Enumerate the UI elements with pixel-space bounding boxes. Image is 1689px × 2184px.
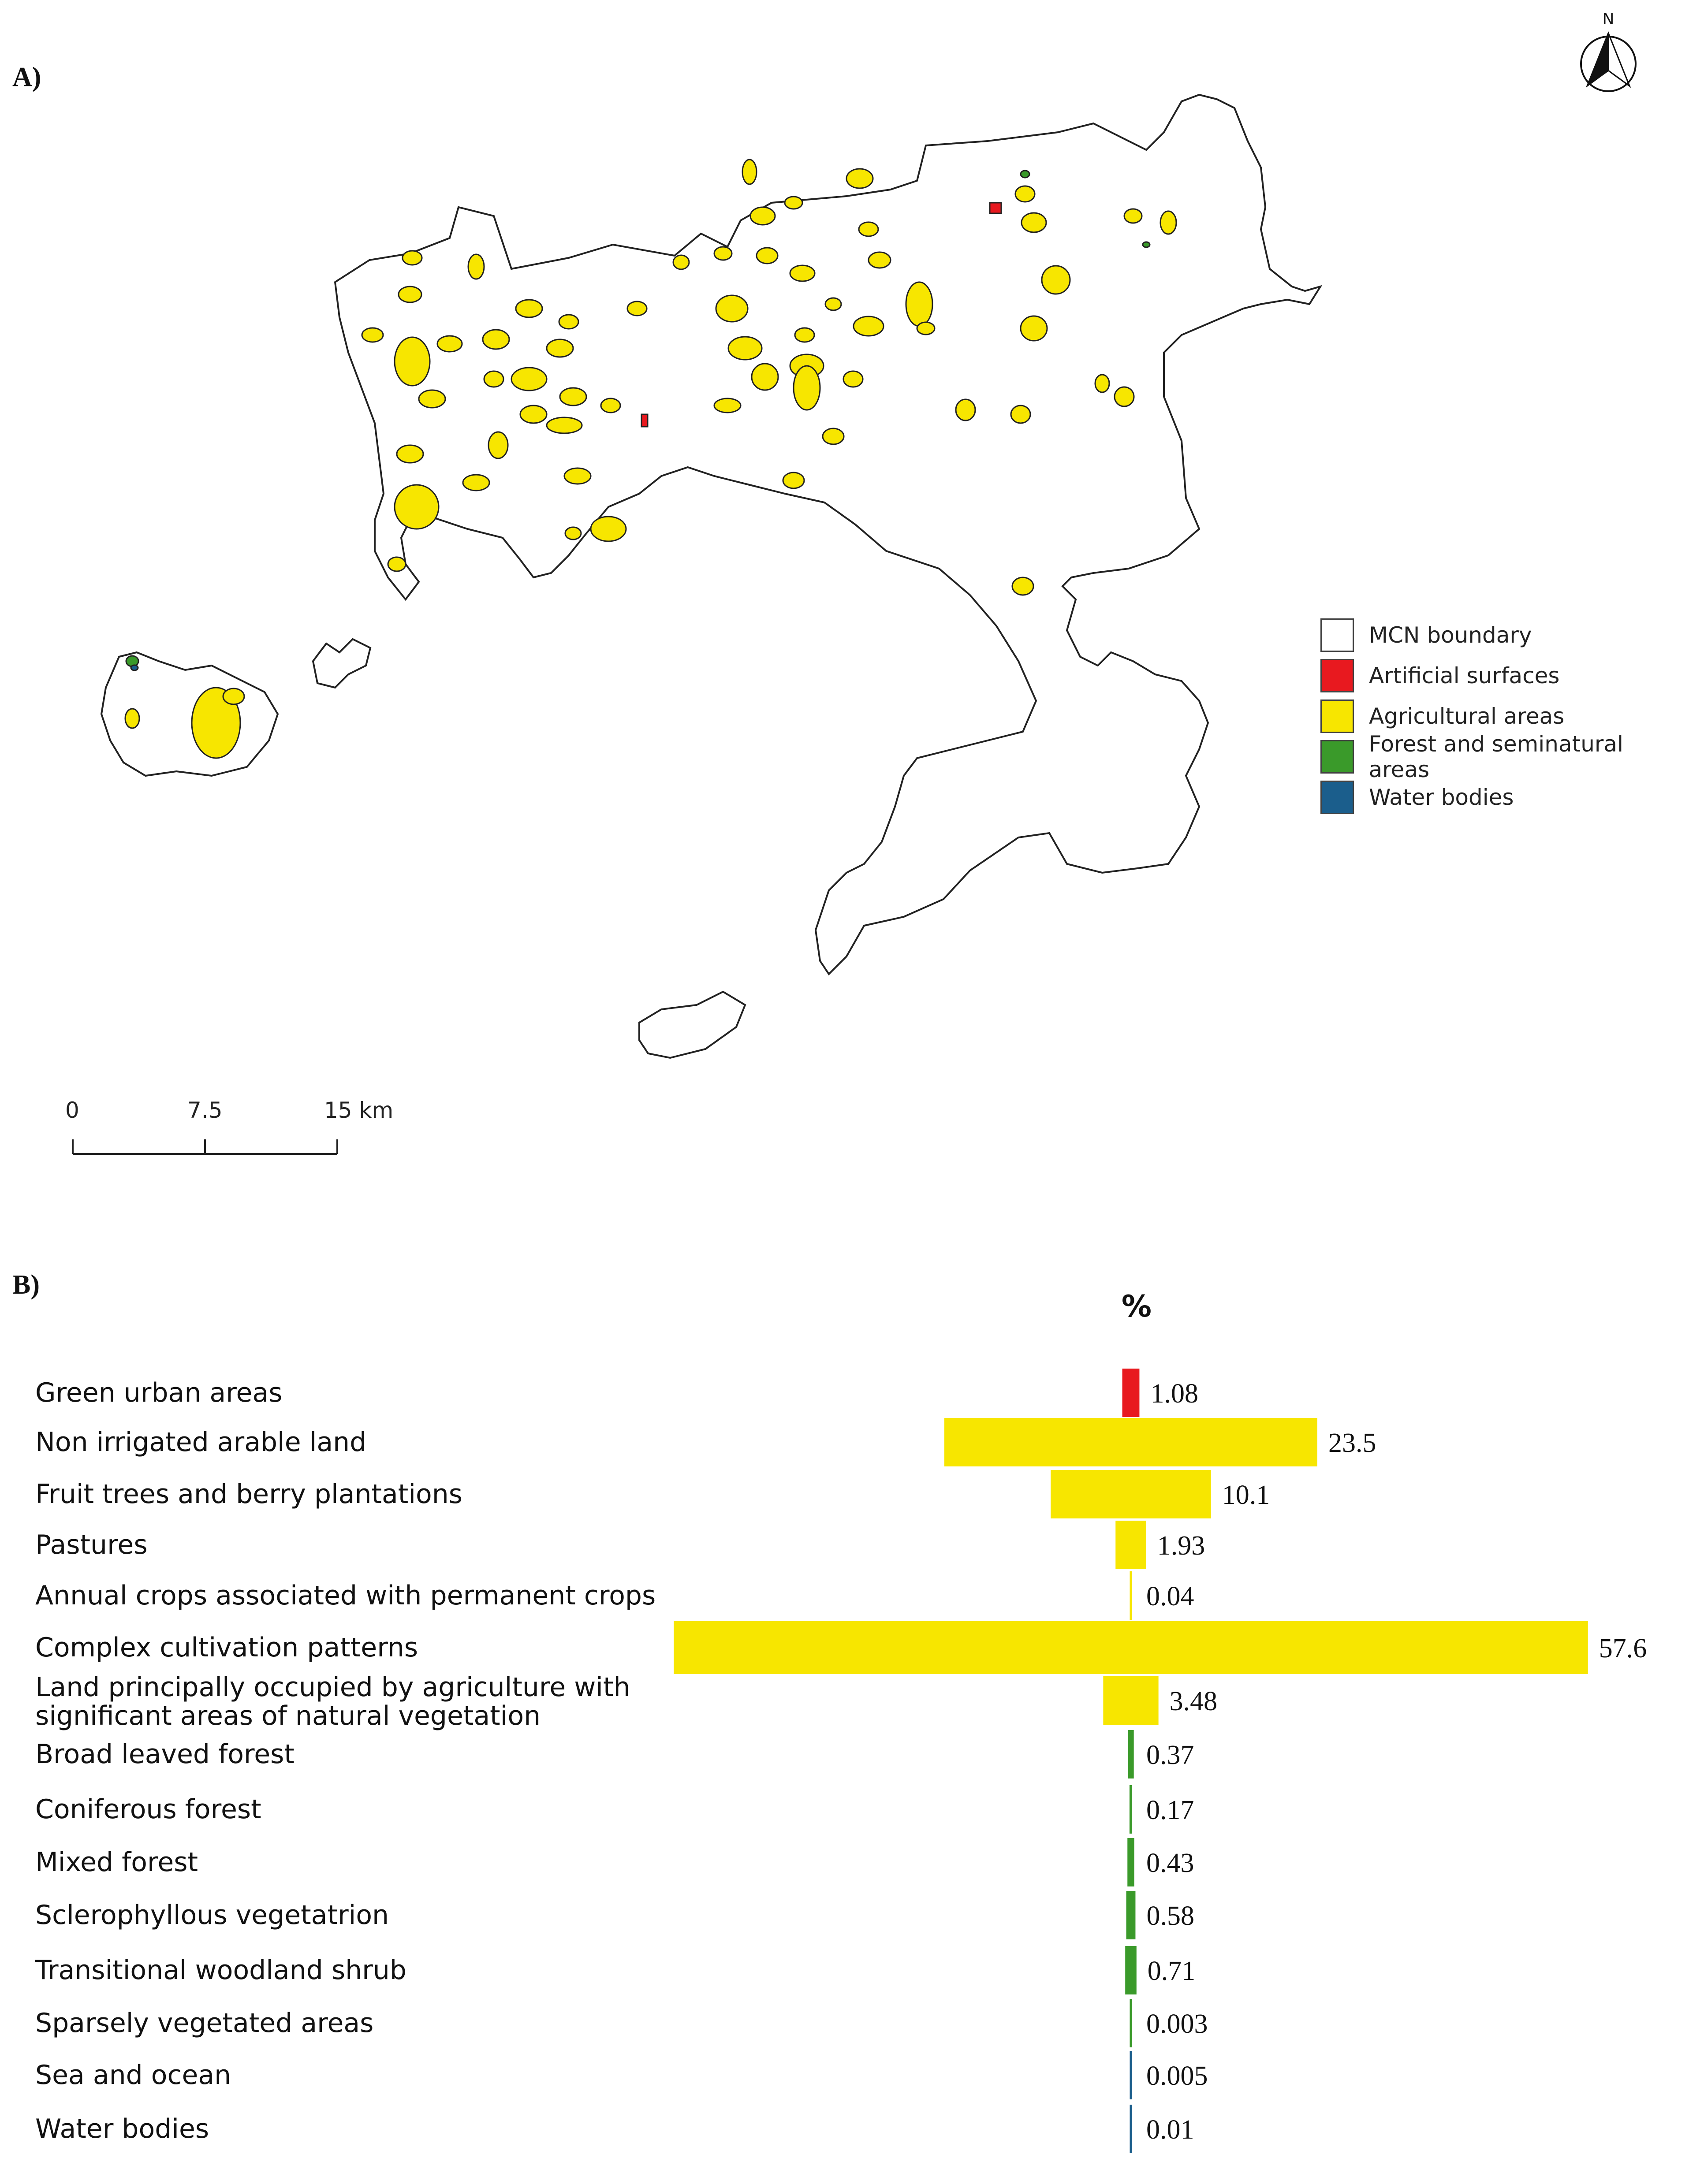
category-label: Sparsely vegetated areas [35,2008,373,2039]
north-label: N [1603,10,1614,28]
category-label: Coniferous forest [35,1794,261,1825]
legend-label: Artificial surfaces [1369,663,1560,688]
legend-item-agricultural-areas: Agricultural areas [1320,696,1689,737]
panel-b-label: B) [12,1270,40,1300]
value-label: 10.1 [1222,1480,1270,1510]
category-label: significant areas of natural vegetation [35,1700,541,1731]
value-label: 1.93 [1157,1531,1205,1561]
legend-item-mcn-boundary: MCN boundary [1320,615,1689,655]
land-cover-map: N [72,10,1637,1155]
value-label: 57.6 [1599,1633,1647,1663]
value-label: 0.003 [1146,2009,1208,2039]
category-label: Complex cultivation patterns [35,1632,418,1663]
north-arrow-icon [1580,31,1637,92]
bar [944,1418,1317,1466]
mcn-boundary-islet [312,638,372,689]
bar [1127,1838,1134,1886]
scale-label-15km: 15 km [324,1098,394,1123]
legend-label: Forest and seminatural areas [1368,731,1623,782]
legend-item-forest: Forest and seminatural areas [1320,731,1689,782]
legend-swatch [1320,699,1354,733]
category-label: Transitional woodland shrub [35,1955,406,1986]
value-label: 0.43 [1146,1848,1194,1878]
scale-bar [72,1139,338,1155]
chart-title: % [1122,1289,1152,1324]
bar [1125,1946,1137,1994]
category-label: Pastures [35,1529,148,1560]
bar [1130,2105,1132,2153]
map-legend: MCN boundary Artificial surfaces Agricul… [1320,615,1689,818]
bar [1126,1891,1136,1939]
value-label: 0.005 [1146,2061,1208,2091]
bar [1122,1369,1140,1417]
scale-label-7-5: 7.5 [187,1098,223,1123]
agricultural-patches [124,159,1177,759]
bars [674,1369,1588,2153]
category-label: Green urban areas [35,1377,282,1408]
value-label: 23.5 [1328,1428,1376,1458]
category-label: Sclerophyllous vegetatrion [35,1900,389,1931]
bar [1051,1470,1211,1518]
category-label: Sea and ocean [35,2060,231,2091]
bar [1130,1999,1132,2047]
legend-swatch [1320,740,1354,774]
legend-label: Water bodies [1369,785,1514,810]
category-label: Fruit trees and berry plantations [35,1479,462,1510]
category-label: Annual crops associated with permanent c… [35,1580,656,1611]
bar [1130,2051,1132,2099]
bar [1128,1730,1134,1778]
value-label: 3.48 [1170,1686,1218,1716]
bar [1130,1571,1132,1620]
bar [1103,1676,1159,1725]
legend-label: MCN boundary [1369,622,1532,648]
category-label: Mixed forest [35,1847,198,1878]
category-label: Non irrigated arable land [35,1427,366,1458]
value-label: 0.71 [1148,1956,1196,1986]
legend-item-artificial-surfaces: Artificial surfaces [1320,655,1689,696]
land-cover-bar-chart: % Green urban areas Non irrigated arable … [35,1289,1647,2153]
bar [1129,1785,1133,1834]
legend-item-water-bodies: Water bodies [1320,777,1689,818]
value-label: 1.08 [1150,1379,1198,1409]
scale-label-0: 0 [65,1098,79,1123]
category-label: Broad leaved forest [35,1739,295,1770]
category-label: Water bodies [35,2113,209,2144]
water-patches [130,664,139,671]
category-label: Land principally occupied by agriculture… [35,1672,630,1703]
category-labels: Green urban areas Non irrigated arable la… [35,1377,656,2144]
mcn-boundary-mainland [334,93,1323,976]
panel-a-label: A) [12,62,41,92]
legend-swatch [1320,618,1354,652]
value-label: 0.17 [1146,1795,1194,1825]
bar [674,1621,1588,1674]
bar [1115,1521,1146,1569]
legend-label: Agricultural areas [1369,703,1565,729]
value-label: 0.37 [1146,1740,1194,1770]
value-label: 0.58 [1146,1901,1194,1931]
value-label: 0.04 [1146,1581,1194,1611]
artificial-patches [641,202,1002,428]
value-label: 0.01 [1146,2115,1194,2145]
legend-swatch [1320,781,1354,814]
mcn-boundary-capri [638,990,746,1059]
forest-patches [125,170,1151,667]
value-labels: 1.08 23.5 10.1 1.93 0.04 57.6 3.48 0.37 0.17 0.43… [1146,1379,1647,2145]
legend-swatch [1320,659,1354,692]
